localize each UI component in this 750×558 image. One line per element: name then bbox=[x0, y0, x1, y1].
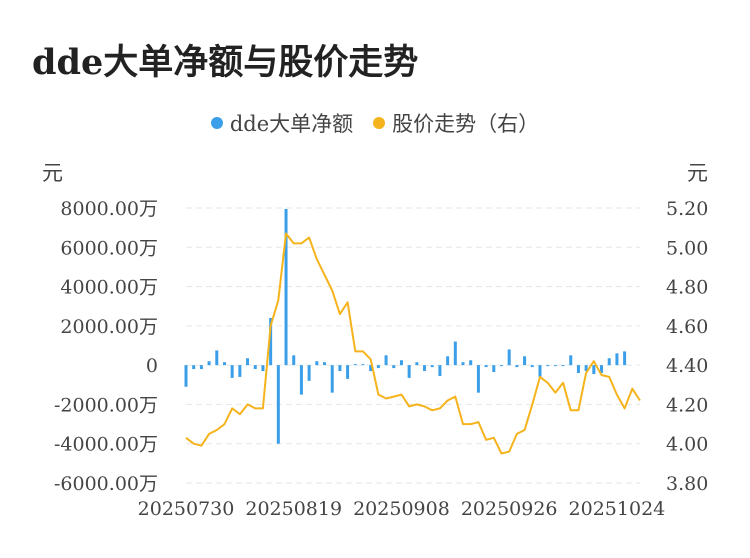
dde-bar bbox=[438, 365, 442, 376]
dde-bar bbox=[199, 365, 203, 370]
dde-bar bbox=[307, 365, 311, 381]
dde-bar bbox=[246, 358, 250, 366]
dde-bar bbox=[230, 365, 234, 378]
dde-bar bbox=[192, 365, 196, 370]
dde-bar bbox=[469, 360, 473, 366]
left-tick-label: -6000.00万 bbox=[54, 473, 158, 495]
dde-bar bbox=[492, 365, 496, 373]
x-tick-label: 20250926 bbox=[461, 498, 558, 520]
dde-bar bbox=[607, 358, 611, 366]
dde-bar bbox=[346, 365, 350, 379]
dde-bar bbox=[499, 365, 503, 367]
right-tick-label: 4.40 bbox=[666, 355, 708, 377]
legend-label-dde: dde大单净额 bbox=[229, 112, 354, 136]
right-tick-label: 3.80 bbox=[666, 473, 708, 495]
dde-bar bbox=[553, 365, 557, 367]
dde-bar bbox=[592, 365, 596, 374]
left-tick-label: -4000.00万 bbox=[54, 434, 158, 456]
dde-bar bbox=[523, 356, 527, 366]
dde-bar bbox=[299, 365, 303, 395]
dde-bar bbox=[407, 365, 411, 378]
dde-bar bbox=[515, 365, 519, 368]
dde-bar bbox=[353, 364, 357, 366]
dde-bar bbox=[461, 362, 465, 366]
left-tick-label: 4000.00万 bbox=[60, 277, 158, 299]
dde-bar bbox=[399, 360, 403, 366]
dde-bar bbox=[507, 349, 511, 366]
dde-bar bbox=[276, 365, 280, 444]
legend-label-price: 股价走势（右） bbox=[392, 112, 540, 136]
right-tick-label: 4.00 bbox=[666, 434, 708, 456]
legend-item-price[interactable]: 股价走势（右） bbox=[373, 108, 539, 138]
legend-marker-dde bbox=[210, 117, 223, 129]
dde-bar bbox=[361, 364, 365, 366]
right-axis-unit: 元 bbox=[687, 161, 708, 185]
dde-bar bbox=[215, 350, 219, 366]
dde-bar bbox=[615, 353, 619, 366]
left-axis-unit: 元 bbox=[42, 161, 63, 185]
dde-bar bbox=[623, 351, 627, 366]
left-tick-label: 2000.00万 bbox=[60, 316, 158, 338]
dde-bar bbox=[584, 365, 588, 372]
left-tick-label: 8000.00万 bbox=[60, 198, 158, 220]
legend-marker-price bbox=[373, 117, 386, 129]
right-tick-label: 4.60 bbox=[666, 316, 708, 338]
price-line bbox=[185, 232, 641, 455]
dde-bar bbox=[530, 365, 534, 368]
dde-bar bbox=[207, 361, 211, 366]
x-tick-label: 20250730 bbox=[138, 498, 235, 520]
dde-bar bbox=[423, 365, 427, 372]
dde-bar bbox=[453, 341, 457, 366]
dde-bar bbox=[222, 362, 226, 366]
dde-bar bbox=[569, 355, 573, 366]
dde-bar bbox=[330, 365, 334, 393]
right-tick-label: 4.80 bbox=[666, 277, 708, 299]
dde-bar bbox=[576, 365, 580, 373]
dde-bar bbox=[384, 355, 388, 366]
dde-bar bbox=[253, 365, 257, 370]
chart-legend: dde大单净额 股价走势（右） bbox=[0, 108, 750, 138]
dde-bar bbox=[323, 362, 327, 366]
dde-bar bbox=[446, 356, 450, 366]
dde-bar bbox=[600, 365, 604, 373]
legend-item-dde[interactable]: dde大单净额 bbox=[210, 108, 354, 138]
x-tick-label: 20250819 bbox=[245, 498, 342, 520]
dde-bar bbox=[269, 318, 273, 366]
dde-bar bbox=[369, 365, 373, 372]
left-tick-label: -2000.00万 bbox=[54, 394, 158, 416]
dde-bar bbox=[315, 361, 319, 366]
dde-bar bbox=[415, 362, 419, 366]
x-tick-label: 20251024 bbox=[569, 498, 666, 520]
right-tick-label: 5.20 bbox=[666, 198, 708, 220]
left-tick-label: 6000.00万 bbox=[60, 237, 158, 259]
dde-bar bbox=[261, 365, 265, 372]
left-tick-label: 0 bbox=[146, 355, 158, 377]
dde-bar bbox=[430, 365, 434, 368]
dde-bar bbox=[476, 365, 480, 393]
dde-bar bbox=[376, 365, 380, 369]
dde-bar bbox=[338, 365, 342, 372]
right-tick-label: 4.20 bbox=[666, 394, 708, 416]
dde-bar bbox=[238, 365, 242, 377]
x-tick-label: 20250908 bbox=[353, 498, 450, 520]
dde-bar bbox=[284, 208, 288, 366]
chart-title: dde大单净额与股价走势 bbox=[32, 42, 419, 83]
dde-bar bbox=[292, 355, 296, 366]
dde-bar bbox=[538, 365, 542, 377]
right-tick-label: 5.00 bbox=[666, 237, 708, 259]
dde-bar bbox=[561, 365, 565, 367]
dde-bar bbox=[546, 365, 550, 367]
dde-bar bbox=[484, 365, 488, 368]
dde-bar bbox=[392, 365, 396, 369]
dde-bar bbox=[184, 365, 188, 387]
